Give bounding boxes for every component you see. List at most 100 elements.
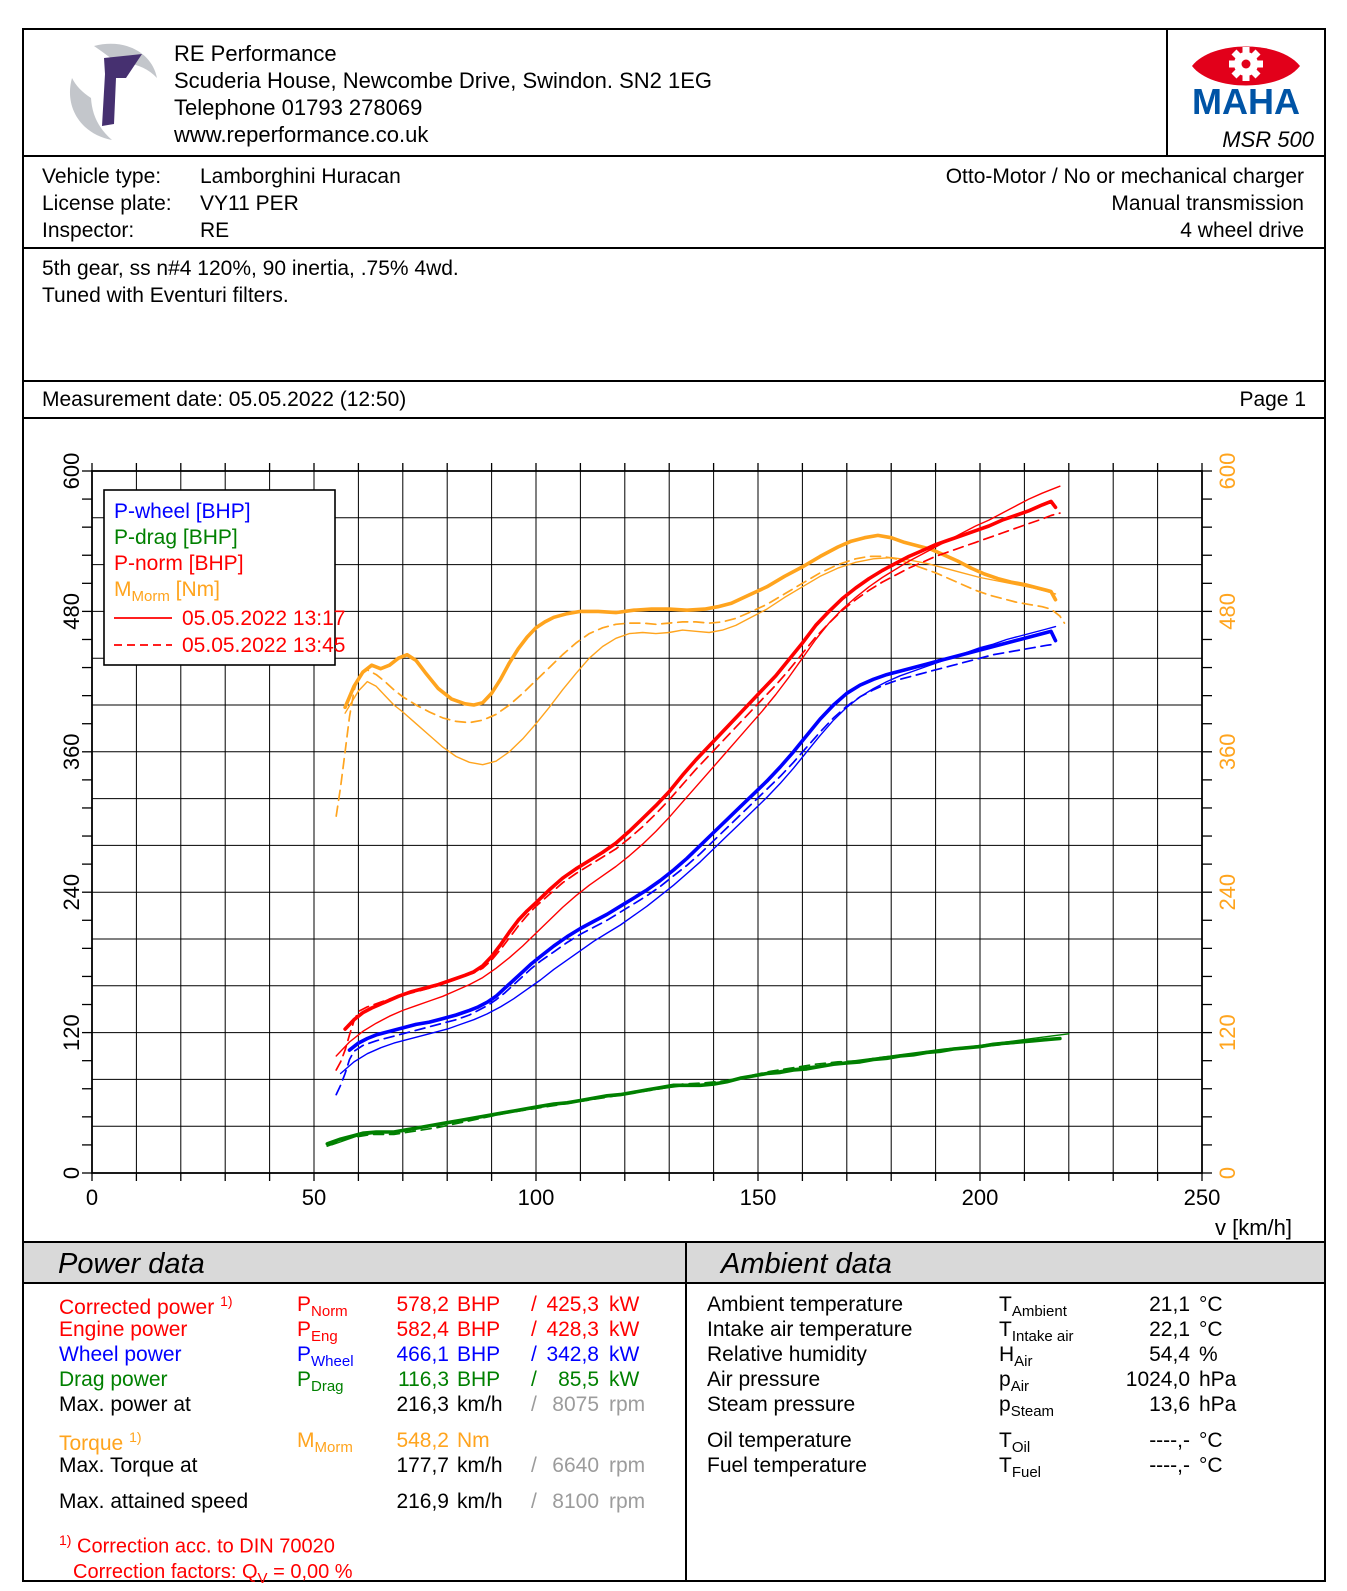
row-value-1: 116,3 <box>398 1368 449 1391</box>
row-unit-1: BHP <box>457 1368 501 1391</box>
row-value-1: 177,7 <box>396 1454 449 1477</box>
row-label: Air pressure <box>707 1368 821 1391</box>
row-symbol: pSteam <box>999 1393 1055 1421</box>
row-unit-2: rpm <box>609 1393 646 1416</box>
company-block: RE Performance Scuderia House, Newcombe … <box>174 40 712 148</box>
row-label: Corrected power 1) <box>59 1293 233 1319</box>
row-unit-2: kW <box>609 1293 640 1316</box>
vehicle-info: Vehicle type: Lamborghini Huracan License… <box>24 157 1324 249</box>
row-value-1: 466,1 <box>396 1343 449 1366</box>
max-attained-speed-row: Max. attained speed 216,9 km/h / 8100 rp… <box>24 1490 685 1515</box>
row-unit-1: BHP <box>457 1343 501 1366</box>
vehicle-type-label: Vehicle type: <box>42 165 162 188</box>
row-symbol: TOil <box>999 1429 1031 1457</box>
svg-text:100: 100 <box>518 1185 555 1210</box>
row-label: Ambient temperature <box>707 1293 904 1316</box>
transmission-type: Manual transmission <box>1111 192 1304 215</box>
series-p-wheel-run1-raw <box>339 625 1057 1075</box>
row-value-1: 22,1 <box>1149 1318 1190 1341</box>
row-value-1: 13,6 <box>1149 1393 1190 1416</box>
re-logo-r-mark <box>102 54 142 126</box>
corrected-power-row: Corrected power 1) PNorm 578,2 BHP / 425… <box>24 1293 685 1321</box>
inspector-label: Inspector: <box>42 219 135 242</box>
row-unit-1: km/h <box>457 1490 503 1513</box>
row-label: Oil temperature <box>707 1429 852 1452</box>
row-symbol: PWheel <box>297 1343 354 1371</box>
row-unit-1: °C <box>1199 1429 1223 1452</box>
wheel-power-row: Wheel power PWheel 466,1 BHP / 342,8 kW <box>24 1343 685 1371</box>
row-symbol: PDrag <box>297 1368 344 1396</box>
row-label: Engine power <box>59 1318 188 1341</box>
row-separator: / <box>531 1368 537 1391</box>
row-separator: / <box>531 1293 537 1316</box>
row-value-2: 425,3 <box>546 1293 599 1316</box>
row-value-1: 548,2 <box>396 1429 449 1452</box>
row-value-2: 342,8 <box>546 1343 599 1366</box>
row-unit-1: BHP <box>457 1318 501 1341</box>
series-p-wheel-run2 <box>335 643 1057 1096</box>
row-unit-1: °C <box>1199 1293 1223 1316</box>
inspector-value: RE <box>200 219 230 242</box>
max-torque-at-row: Max. Torque at 177,7 km/h / 6640 rpm <box>24 1454 685 1479</box>
row-unit-1: hPa <box>1199 1393 1237 1416</box>
svg-text:240: 240 <box>1215 874 1240 911</box>
license-plate-row: License plate: VY11 PER <box>42 190 299 217</box>
device-model: MSR 500 <box>1222 127 1314 152</box>
row-label: Relative humidity <box>707 1343 867 1366</box>
axis-ticks <box>82 463 1212 1181</box>
row-separator: / <box>531 1343 537 1366</box>
note-line-2: Tuned with Eventuri filters. <box>42 284 289 307</box>
row-symbol: HAir <box>999 1343 1033 1371</box>
svg-text:480: 480 <box>59 593 84 630</box>
svg-text:360: 360 <box>59 733 84 770</box>
svg-text:0: 0 <box>1215 1167 1240 1179</box>
steam-pressure-row: Steam pressure pSteam 13,6 hPa <box>687 1393 1324 1421</box>
measurement-date: Measurement date: 05.05.2022 (12:50) <box>42 388 407 411</box>
vehicle-type-value: Lamborghini Huracan <box>200 165 401 188</box>
row-unit-2: rpm <box>609 1454 646 1477</box>
series-p-norm-run2 <box>335 512 1061 1071</box>
plot-border <box>91 470 1203 1174</box>
power-data-panel: Power data Corrected power 1) PNorm 578,… <box>24 1243 687 1587</box>
notes: 5th gear, ss n#4 120%, 90 inertia, .75% … <box>24 249 1324 382</box>
correction-footnotes: 1) Correction acc. to DIN 70020 Correcti… <box>59 1528 685 1591</box>
svg-text:200: 200 <box>962 1185 999 1210</box>
row-unit-1: °C <box>1199 1318 1223 1341</box>
row-value-1: 582,4 <box>396 1318 449 1341</box>
ambient-temperature-row: Ambient temperature TAmbient 21,1 °C <box>687 1293 1324 1321</box>
row-label: Wheel power <box>59 1343 182 1366</box>
device-brand-cell: MAHA MSR 500 <box>1166 30 1324 157</box>
engine-power-row: Engine power PEng 582,4 BHP / 428,3 kW <box>24 1318 685 1346</box>
row-value-1: ----,- <box>1149 1454 1190 1477</box>
row-value-1: 216,3 <box>396 1393 449 1416</box>
row-value-1: 21,1 <box>1149 1293 1190 1316</box>
row-unit-1: km/h <box>457 1393 503 1416</box>
svg-text:05.05.2022 13:45: 05.05.2022 13:45 <box>182 634 346 657</box>
chart-legend: P-wheel [BHP] P-drag [BHP] P-norm [BHP] MMo… <box>103 489 346 666</box>
dyno-chart-svg: 0 120 240 360 480 600 0 120 240 360 480 600 0 50 100 15… <box>59 453 1292 1240</box>
drive-type: 4 wheel drive <box>1180 219 1304 242</box>
row-symbol: PEng <box>297 1318 338 1346</box>
row-value-2: 8075 <box>552 1393 599 1416</box>
row-symbol: TAmbient <box>999 1293 1067 1321</box>
row-value-1: 578,2 <box>396 1293 449 1316</box>
row-symbol: TFuel <box>999 1454 1042 1482</box>
row-unit-1: % <box>1199 1343 1218 1366</box>
svg-text:P-wheel [BHP]: P-wheel [BHP] <box>114 500 251 523</box>
row-label: Drag power <box>59 1368 168 1391</box>
svg-text:P-drag [BHP]: P-drag [BHP] <box>114 526 238 549</box>
svg-text:360: 360 <box>1215 733 1240 770</box>
ambient-data-rows: Ambient temperature TAmbient 21,1 °C Int… <box>687 1284 1324 1482</box>
vehicle-type-row: Vehicle type: Lamborghini Huracan <box>42 163 401 190</box>
row-value-2: 8100 <box>552 1490 599 1513</box>
row-symbol: PNorm <box>297 1293 348 1321</box>
svg-text:150: 150 <box>740 1185 777 1210</box>
svg-text:600: 600 <box>1215 453 1240 490</box>
svg-text:480: 480 <box>1215 593 1240 630</box>
series-p-norm-run1-smooth <box>343 499 1058 1031</box>
svg-text:05.05.2022 13:17: 05.05.2022 13:17 <box>182 607 346 630</box>
x-axis-labels: 0 50 100 150 200 250 <box>86 1185 1220 1210</box>
company-name: RE Performance <box>174 41 337 66</box>
oil-temperature-row: Oil temperature TOil ----,- °C <box>687 1429 1324 1457</box>
svg-text:240: 240 <box>59 874 84 911</box>
